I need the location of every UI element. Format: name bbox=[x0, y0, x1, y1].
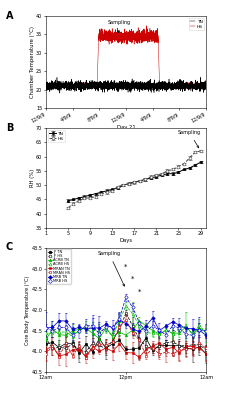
Text: *: * bbox=[138, 288, 141, 294]
Legend: JF TN, JF HS, ACRB TN, ACRB HS, MRAN TN, MRAN HS, MRB TN, MRB HS: JF TN, JF HS, ACRB TN, ACRB HS, MRAN TN,… bbox=[46, 249, 71, 284]
Text: Sampling: Sampling bbox=[108, 20, 131, 33]
TN bbox=[58, 91, 61, 96]
HS bbox=[113, 30, 116, 34]
X-axis label: Days: Days bbox=[119, 238, 133, 243]
Text: *: * bbox=[124, 264, 128, 270]
Text: C: C bbox=[6, 242, 13, 252]
HS bbox=[63, 85, 65, 90]
X-axis label: Day 21: Day 21 bbox=[117, 125, 135, 130]
Y-axis label: Core Body Temperature (°C): Core Body Temperature (°C) bbox=[25, 275, 30, 345]
Text: *: * bbox=[131, 276, 134, 282]
TN bbox=[113, 84, 116, 89]
Text: A: A bbox=[6, 11, 13, 21]
Text: Sampling: Sampling bbox=[98, 251, 125, 286]
Text: B: B bbox=[6, 123, 13, 133]
HS bbox=[184, 84, 187, 88]
Legend: TN, HS: TN, HS bbox=[48, 130, 65, 142]
Line: TN: TN bbox=[46, 77, 206, 93]
HS bbox=[69, 87, 71, 92]
TN bbox=[63, 85, 65, 90]
TN bbox=[199, 75, 202, 80]
HS bbox=[205, 85, 207, 90]
Text: Sampling: Sampling bbox=[178, 130, 201, 148]
Line: HS: HS bbox=[46, 26, 206, 89]
HS bbox=[72, 86, 75, 91]
TN bbox=[202, 82, 204, 87]
TN bbox=[184, 82, 187, 87]
HS bbox=[44, 86, 47, 90]
TN bbox=[44, 82, 47, 87]
TN bbox=[72, 82, 75, 87]
Legend: TN, HS: TN, HS bbox=[188, 18, 204, 30]
Y-axis label: Chamber Temperature (°C): Chamber Temperature (°C) bbox=[30, 26, 35, 98]
Y-axis label: RH (%): RH (%) bbox=[30, 169, 35, 187]
HS bbox=[202, 84, 204, 88]
HS bbox=[145, 24, 148, 28]
TN bbox=[205, 84, 207, 89]
TN bbox=[106, 88, 109, 93]
HS bbox=[106, 31, 109, 36]
